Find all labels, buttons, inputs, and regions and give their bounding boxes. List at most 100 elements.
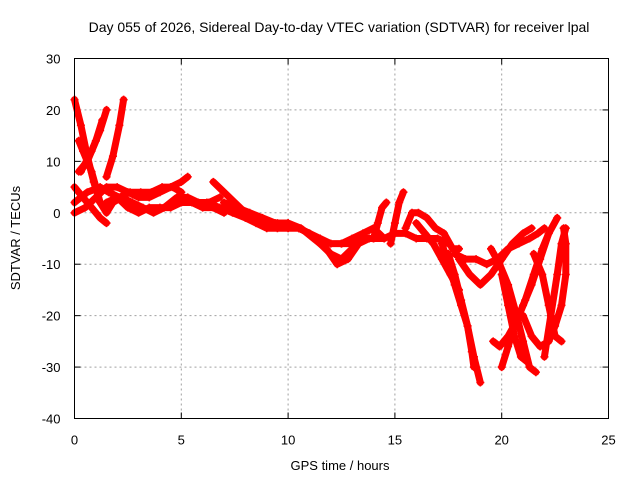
data-point-marker (504, 301, 513, 310)
series-track-27 (529, 249, 566, 346)
plot-frame (74, 58, 609, 419)
data-point-marker (147, 188, 156, 197)
data-point-marker (215, 193, 224, 202)
data-point-marker (437, 239, 446, 248)
data-point-marker (519, 337, 528, 346)
data-point-marker (523, 357, 532, 366)
data-point-marker (476, 378, 485, 387)
data-point-marker (414, 208, 423, 217)
data-point-marker (102, 219, 111, 228)
data-point-marker (527, 224, 536, 233)
data-point-marker (134, 208, 143, 217)
data-point-marker (508, 239, 517, 248)
data-point-marker (412, 219, 421, 228)
y-axis-label: SDTVAR / TECUs (8, 185, 23, 290)
data-point-marker (87, 167, 96, 176)
series-line (455, 224, 536, 289)
data-point-marker (126, 188, 135, 197)
data-point-marker (369, 234, 378, 243)
y-tick-label: -40 (42, 412, 61, 427)
x-tick-label: 20 (494, 433, 508, 448)
data-point-marker (87, 147, 96, 156)
data-point-marker (76, 121, 85, 130)
data-point-marker (482, 260, 491, 269)
chart-title: Day 055 of 2026, Sidereal Day-to-day VTE… (89, 19, 590, 35)
data-point-marker (115, 121, 124, 130)
data-point-marker (538, 270, 547, 279)
data-point-marker (412, 234, 421, 243)
data-point-marker (245, 208, 254, 217)
data-point-marker (209, 177, 218, 186)
data-point-marker (489, 337, 498, 346)
data-point-marker (557, 239, 566, 248)
data-point-marker (96, 213, 105, 222)
data-point-marker (420, 229, 429, 238)
data-point-marker (519, 229, 528, 238)
data-point-marker (232, 203, 241, 212)
data-point-marker (454, 255, 463, 264)
data-point-marker (113, 183, 122, 192)
data-point-marker (476, 280, 485, 289)
series-line (77, 106, 110, 176)
series-track-19 (437, 239, 478, 372)
y-tick-label: 10 (46, 154, 60, 169)
data-point-marker (378, 203, 387, 212)
data-point-marker (155, 203, 164, 212)
data-point-marker (472, 255, 481, 264)
data-point-marker (527, 280, 536, 289)
data-point-marker (465, 270, 474, 279)
series-track-14 (369, 198, 391, 243)
data-point-marker (519, 311, 528, 320)
data-point-marker (166, 203, 175, 212)
data-point-marker (168, 183, 177, 192)
series-line (370, 199, 390, 242)
data-series (70, 95, 570, 387)
data-point-marker (401, 224, 410, 233)
data-point-marker (395, 198, 404, 207)
series-track-25 (497, 213, 562, 372)
data-point-marker (380, 234, 389, 243)
data-point-marker (343, 255, 352, 264)
data-point-marker (561, 224, 570, 233)
data-point-marker (510, 321, 519, 330)
data-point-marker (382, 198, 391, 207)
data-point-marker (145, 203, 154, 212)
data-point-marker (258, 213, 267, 222)
data-point-marker (544, 229, 553, 238)
data-point-marker (123, 203, 132, 212)
data-point-marker (553, 213, 562, 222)
data-point-marker (102, 105, 111, 114)
y-tick-label: -20 (42, 309, 61, 324)
data-point-marker (534, 229, 543, 238)
data-point-marker (183, 172, 192, 181)
data-point-marker (322, 244, 331, 253)
data-point-marker (551, 332, 560, 341)
series-line (103, 96, 128, 181)
data-point-marker (444, 260, 453, 269)
data-point-marker (553, 270, 562, 279)
data-point-marker (561, 270, 570, 279)
data-point-marker (102, 208, 111, 217)
data-point-marker (557, 301, 566, 310)
data-point-marker (422, 213, 431, 222)
y-tick-label: 30 (46, 52, 60, 67)
data-point-marker (284, 219, 293, 228)
data-point-marker (487, 270, 496, 279)
series-line (498, 214, 561, 371)
data-point-marker (83, 188, 92, 197)
x-tick-label: 0 (71, 433, 78, 448)
data-point-marker (519, 301, 528, 310)
x-tick-label: 5 (178, 433, 185, 448)
series-track-28 (540, 224, 570, 361)
series-track-06 (76, 105, 111, 176)
data-point-marker (440, 229, 449, 238)
data-point-marker (337, 239, 346, 248)
data-point-marker (431, 224, 440, 233)
data-point-marker (358, 229, 367, 238)
data-point-marker (119, 95, 128, 104)
data-point-marker (504, 342, 513, 351)
data-point-marker (177, 177, 186, 186)
data-point-marker (454, 244, 463, 253)
data-point-marker (540, 352, 549, 361)
data-point-marker (469, 363, 478, 372)
